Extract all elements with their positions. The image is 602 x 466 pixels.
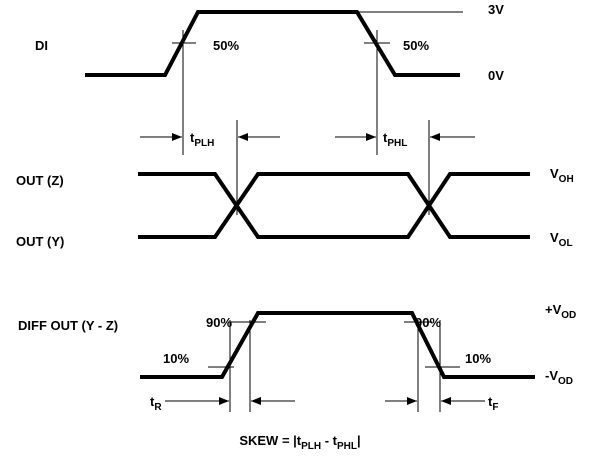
level-label: 3V (488, 2, 504, 17)
formula-part: SKEW = |t (239, 433, 301, 448)
skew-formula: SKEW = |tPLH - tPHL| (239, 433, 360, 452)
label-sub: OH (559, 174, 574, 185)
label-base: V (550, 166, 559, 181)
label-base: t (488, 394, 493, 409)
threshold-label: 10% (163, 351, 189, 366)
signal-label: OUT (Z) (16, 173, 64, 188)
label-base: t (190, 130, 195, 145)
threshold-label: 90% (415, 315, 441, 330)
diff-wave (140, 311, 535, 379)
label-sub: OD (558, 376, 573, 387)
threshold-label: 10% (465, 351, 491, 366)
label-sub: OL (559, 238, 573, 249)
signal-label: DIFF OUT (Y - Z) (18, 318, 118, 333)
threshold-label: 50% (213, 38, 239, 53)
label-sub: OD (561, 310, 576, 321)
label-base: t (150, 394, 155, 409)
level-label: +VOD (545, 302, 576, 321)
di-wave (85, 10, 460, 77)
timing-label: tF (488, 394, 498, 413)
label-sub: PHL (387, 138, 407, 149)
label-sub: F (492, 402, 498, 413)
label-base: +V (545, 302, 562, 317)
level-label: -VOD (545, 368, 573, 387)
out-y-wave (138, 172, 530, 239)
out-z-wave (138, 172, 530, 239)
timing-label: tR (150, 394, 162, 413)
threshold-label: 90% (206, 315, 232, 330)
label-base: t (383, 130, 388, 145)
formula-sub: PHL (337, 441, 357, 452)
formula-part: | (357, 433, 361, 448)
level-label: VOL (550, 230, 573, 249)
formula-sub: PLH (301, 441, 321, 452)
signal-label: DI (35, 38, 48, 53)
timing-label: tPLH (190, 130, 214, 149)
label-sub: R (154, 402, 162, 413)
formula-part: - t (321, 433, 338, 448)
signal-label: OUT (Y) (16, 234, 64, 249)
level-label: VOH (550, 166, 574, 185)
threshold-label: 50% (403, 38, 429, 53)
label-base: V (550, 230, 559, 245)
label-sub: PLH (194, 138, 214, 149)
timing-label: tPHL (383, 130, 407, 149)
label-base: -V (545, 368, 558, 383)
level-label: 0V (488, 68, 504, 83)
